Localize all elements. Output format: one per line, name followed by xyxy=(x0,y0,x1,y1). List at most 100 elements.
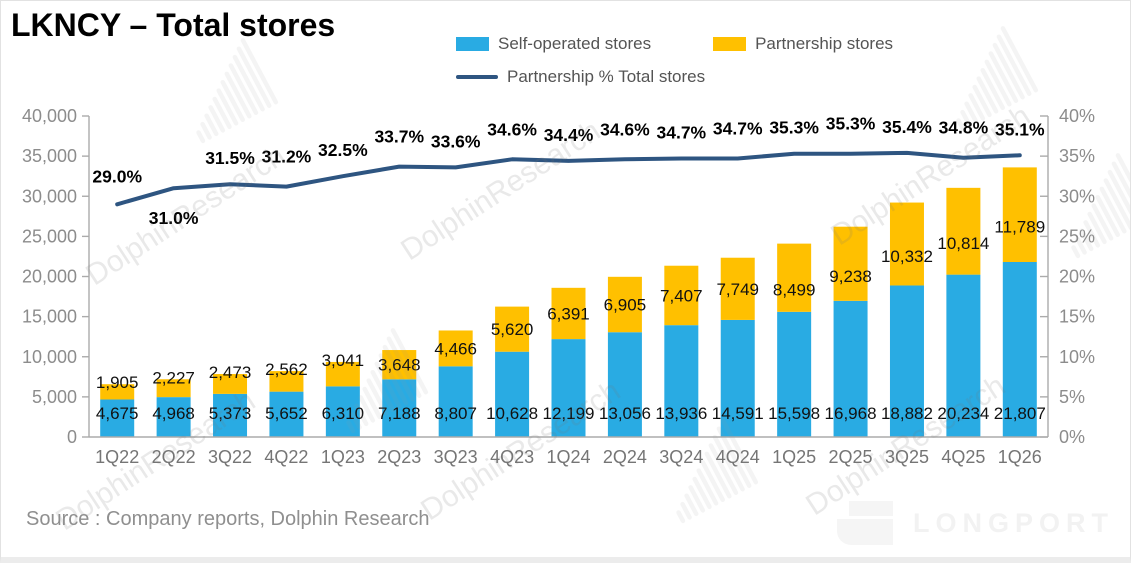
self-operated-value-label: 20,234 xyxy=(937,404,989,423)
legend: Self-operated stores Partnership stores … xyxy=(456,34,893,87)
x-axis-label: 3Q25 xyxy=(885,447,929,467)
partnership-value-label: 9,238 xyxy=(829,267,872,286)
longport-wordmark: LONGPORT xyxy=(913,507,1114,538)
left-axis-tick-label: 25,000 xyxy=(22,226,77,246)
legend-label-pct-line: Partnership % Total stores xyxy=(507,67,706,86)
bar-partnership xyxy=(438,330,473,367)
self-operated-value-label: 10,628 xyxy=(486,404,538,423)
right-axis-tick-label: 30% xyxy=(1059,186,1095,206)
longport-icon xyxy=(837,499,895,547)
legend-item-pct-line: Partnership % Total stores xyxy=(456,67,705,87)
self-operated-value-label: 21,807 xyxy=(994,404,1046,423)
self-operated-value-label: 7,188 xyxy=(378,404,421,423)
x-axis-label: 2Q22 xyxy=(152,447,196,467)
self-operated-value-label: 16,968 xyxy=(825,404,877,423)
right-axis-tick-label: 40% xyxy=(1059,106,1095,126)
partnership-pct-label: 34.7% xyxy=(657,123,707,143)
source-note: Source : Company reports, Dolphin Resear… xyxy=(26,508,430,530)
x-axis-label: 2Q23 xyxy=(377,447,421,467)
x-axis-label: 1Q26 xyxy=(998,447,1042,467)
partnership-pct-label: 35.4% xyxy=(882,117,932,137)
right-axis-tick-label: 15% xyxy=(1059,307,1095,327)
bar-partnership xyxy=(156,379,191,398)
partnership-pct-label: 35.1% xyxy=(995,119,1045,139)
bar-partnership xyxy=(664,265,699,326)
right-axis-tick-label: 0% xyxy=(1059,427,1085,447)
self-operated-value-label: 13,936 xyxy=(655,404,707,423)
partnership-value-label: 10,814 xyxy=(937,234,989,253)
x-axis-label: 1Q22 xyxy=(95,447,139,467)
bar-self-operated xyxy=(495,351,530,437)
self-operated-value-label: 14,591 xyxy=(712,404,764,423)
bar-self-operated xyxy=(777,311,812,437)
legend-swatch-partnership-icon xyxy=(713,37,747,51)
bar-partnership xyxy=(495,306,530,352)
legend-label-self-operated: Self-operated stores xyxy=(498,34,652,53)
self-operated-value-label: 15,598 xyxy=(768,404,820,423)
bar-self-operated xyxy=(269,391,304,437)
bar-self-operated xyxy=(833,300,868,437)
self-operated-value-label: 4,968 xyxy=(152,404,195,423)
self-operated-value-label: 5,373 xyxy=(209,404,252,423)
left-axis-tick-label: 20,000 xyxy=(22,267,77,287)
legend-row-1: Self-operated stores Partnership stores xyxy=(456,34,893,54)
bar-partnership xyxy=(213,374,248,394)
partnership-pct-label: 34.8% xyxy=(939,118,989,138)
bar-partnership xyxy=(720,257,755,320)
x-axis-label: 1Q25 xyxy=(772,447,816,467)
x-axis-label: 4Q24 xyxy=(716,447,760,467)
bar-partnership xyxy=(269,371,304,392)
left-axis-tick-label: 35,000 xyxy=(22,146,77,166)
x-axis-label: 3Q23 xyxy=(434,447,478,467)
left-axis-tick-label: 15,000 xyxy=(22,307,77,327)
legend-swatch-line-icon xyxy=(456,75,498,79)
bar-self-operated xyxy=(100,399,135,437)
partnership-value-label: 2,562 xyxy=(265,360,308,379)
right-axis-tick-label: 20% xyxy=(1059,267,1095,287)
bar-self-operated xyxy=(325,386,360,437)
left-axis-tick-label: 40,000 xyxy=(22,106,77,126)
right-axis-tick-label: 10% xyxy=(1059,347,1095,367)
right-axis-tick-label: 5% xyxy=(1059,387,1085,407)
bar-self-operated xyxy=(607,332,642,437)
bar-self-operated xyxy=(720,319,755,437)
bar-partnership xyxy=(325,361,360,387)
partnership-value-label: 2,227 xyxy=(152,368,195,387)
partnership-value-label: 7,407 xyxy=(660,286,703,305)
x-axis-label: 4Q22 xyxy=(264,447,308,467)
partnership-pct-label: 34.6% xyxy=(600,119,650,139)
bar-partnership xyxy=(100,384,135,400)
x-axis-label: 3Q22 xyxy=(208,447,252,467)
partnership-pct-label: 33.6% xyxy=(431,131,481,151)
left-axis-tick-label: 10,000 xyxy=(22,347,77,367)
partnership-pct-label: 33.7% xyxy=(374,127,424,147)
self-operated-value-label: 13,056 xyxy=(599,404,651,423)
x-axis-label: 1Q23 xyxy=(321,447,365,467)
self-operated-value-label: 4,675 xyxy=(96,404,139,423)
self-operated-value-label: 8,807 xyxy=(434,404,477,423)
partnership-pct-line xyxy=(115,150,1022,207)
legend-row-2: Partnership % Total stores xyxy=(456,67,893,87)
partnership-pct-label: 31.5% xyxy=(205,148,255,168)
self-operated-value-label: 6,310 xyxy=(322,404,365,423)
bar-self-operated xyxy=(213,393,248,437)
bar-partnership xyxy=(1002,167,1037,262)
bar-self-operated xyxy=(1002,261,1037,437)
partnership-pct-label: 29.0% xyxy=(92,166,142,186)
bar-partnership xyxy=(607,276,642,333)
partnership-value-label: 7,749 xyxy=(716,280,759,299)
left-axis-tick-label: 0 xyxy=(67,427,77,447)
x-axis-label: 1Q24 xyxy=(546,447,590,467)
self-operated-value-label: 12,199 xyxy=(543,404,595,423)
partnership-value-label: 2,473 xyxy=(209,363,252,382)
x-axis-label: 2Q24 xyxy=(603,447,647,467)
x-axis-label: 4Q25 xyxy=(941,447,985,467)
partnership-pct-label: 35.3% xyxy=(769,118,819,138)
legend-item-partnership: Partnership stores xyxy=(713,34,893,54)
partnership-value-label: 6,391 xyxy=(547,304,590,323)
bar-partnership xyxy=(833,226,868,301)
bar-self-operated xyxy=(946,274,981,437)
partnership-value-label: 11,789 xyxy=(994,218,1045,237)
bar-partnership xyxy=(551,287,586,340)
